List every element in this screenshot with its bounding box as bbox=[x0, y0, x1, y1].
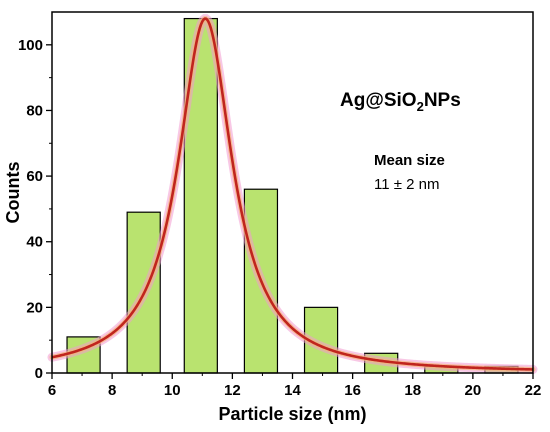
bars-layer bbox=[66, 17, 519, 374]
fit-curve-layer bbox=[47, 14, 538, 374]
y-tick-label: 40 bbox=[26, 234, 43, 251]
ticks-layer: 6 8 10 12 14 16 18 20 22 0 20 40 60 80 100 bbox=[18, 37, 541, 399]
sample-label-suffix: NPs bbox=[424, 90, 461, 111]
x-tick-label: 22 bbox=[525, 382, 542, 399]
y-axis-title: Counts bbox=[3, 162, 23, 224]
mean-size-label: Mean size bbox=[374, 152, 445, 169]
sample-label: Ag@SiO2NPs bbox=[340, 90, 461, 114]
x-tick-label: 16 bbox=[344, 382, 361, 399]
y-tick-label: 20 bbox=[26, 299, 43, 316]
mean-size-value: 11 ± 2 nm bbox=[374, 176, 440, 193]
x-tick-label: 10 bbox=[164, 382, 181, 399]
x-tick-label: 8 bbox=[108, 382, 116, 399]
y-tick-label: 80 bbox=[26, 102, 43, 119]
y-tick-label: 60 bbox=[26, 168, 43, 185]
x-tick-label: 18 bbox=[404, 382, 421, 399]
y-tick-label: 100 bbox=[18, 37, 43, 54]
x-tick-label: 20 bbox=[465, 382, 482, 399]
fit-curve bbox=[51, 17, 534, 371]
sample-label-subscript: 2 bbox=[417, 99, 424, 114]
x-tick-label: 6 bbox=[48, 382, 56, 399]
y-tick-label: 0 bbox=[35, 365, 43, 382]
sample-label-main: Ag@SiO bbox=[340, 90, 417, 111]
x-axis-title: Particle size (nm) bbox=[218, 404, 366, 424]
x-tick-label: 12 bbox=[224, 382, 241, 399]
x-tick-label: 14 bbox=[284, 382, 301, 399]
fit-curve-glow bbox=[47, 14, 538, 374]
